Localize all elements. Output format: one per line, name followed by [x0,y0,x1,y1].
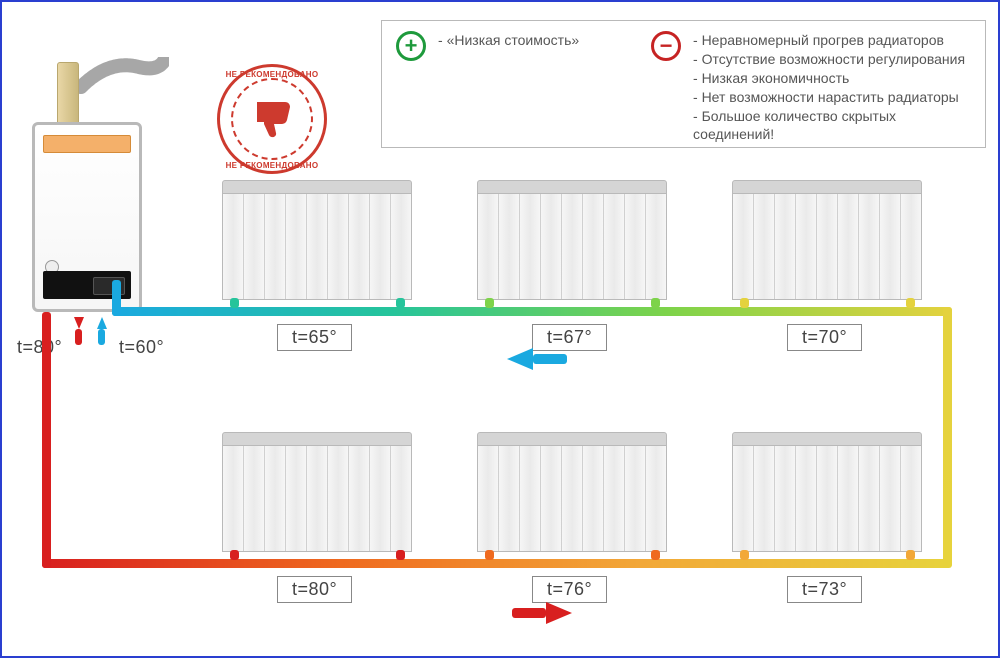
flow-arrow-return [507,348,533,370]
supply-pipe-bottom [42,559,952,568]
not-recommended-stamp: НЕ РЕКОМЕНДОВАНО НЕ РЕКОМЕНДОВАНО [217,64,327,174]
diagram-frame: t=80° t=60° НЕ РЕКОМЕНДОВАНО НЕ РЕКОМЕНД… [0,0,1000,658]
con-item: Низкая экономичность [693,69,975,88]
boiler [32,122,142,312]
radiator [732,180,922,300]
radiator-drop [230,298,239,308]
flow-arrow-supply [546,602,572,624]
temperature-tag: t=67° [532,324,607,351]
temperature-tag: t=76° [532,576,607,603]
return-mini-pipe [98,329,105,345]
supply-outlet [42,312,51,313]
pros-cons-box: + «Низкая стоимость» − Неравномерный про… [381,20,986,148]
radiator-drop [651,298,660,308]
supply-mini-pipe [75,329,82,345]
return-riser [112,280,121,316]
pro-item: «Низкая стоимость» [438,31,579,50]
radiator-drop [485,298,494,308]
radiator-drop [396,550,405,560]
boiler-display [43,135,131,153]
stamp-text-bottom: НЕ РЕКОМЕНДОВАНО [217,161,327,170]
flow-arrow-return-tail [533,354,567,364]
return-arrow-icon [97,317,107,329]
radiator [732,432,922,552]
supply-arrow-icon [74,317,84,329]
minus-icon: − [651,31,681,61]
return-temp-label: t=60° [119,337,164,358]
pros-column: + «Низкая стоимость» [382,21,637,147]
stamp-text-top: НЕ РЕКОМЕНДОВАНО [217,70,327,79]
flow-arrow-supply-tail [512,608,546,618]
cons-column: − Неравномерный прогрев радиаторовОтсутс… [637,21,985,147]
right-riser [943,307,952,567]
con-item: Отсутствие возможности регулирования [693,50,975,69]
radiator-drop [396,298,405,308]
radiator-drop [740,298,749,308]
pros-list: «Низкая стоимость» [438,31,579,50]
con-item: Нет возможности нарастить радиаторы [693,88,975,107]
temperature-tag: t=80° [277,576,352,603]
radiator-drop [485,550,494,560]
supply-temp-label: t=80° [17,337,62,358]
chimney [57,62,79,126]
con-item: Неравномерный прогрев радиаторов [693,31,975,50]
temperature-tag: t=70° [787,324,862,351]
cons-list: Неравномерный прогрев радиаторовОтсутств… [693,31,975,144]
plus-icon: + [396,31,426,61]
flex-duct [79,57,169,97]
radiator [222,432,412,552]
radiator-drop [651,550,660,560]
radiator [477,432,667,552]
radiator-drop [906,298,915,308]
supply-riser [42,312,51,568]
temperature-tag: t=73° [787,576,862,603]
con-item: Большое количество скрытых соединений! [693,107,975,145]
radiator-drop [906,550,915,560]
return-pipe-top [112,307,952,316]
radiator-drop [740,550,749,560]
radiator-drop [230,550,239,560]
radiator [222,180,412,300]
thumbs-down-icon [251,100,295,140]
radiator [477,180,667,300]
temperature-tag: t=65° [277,324,352,351]
